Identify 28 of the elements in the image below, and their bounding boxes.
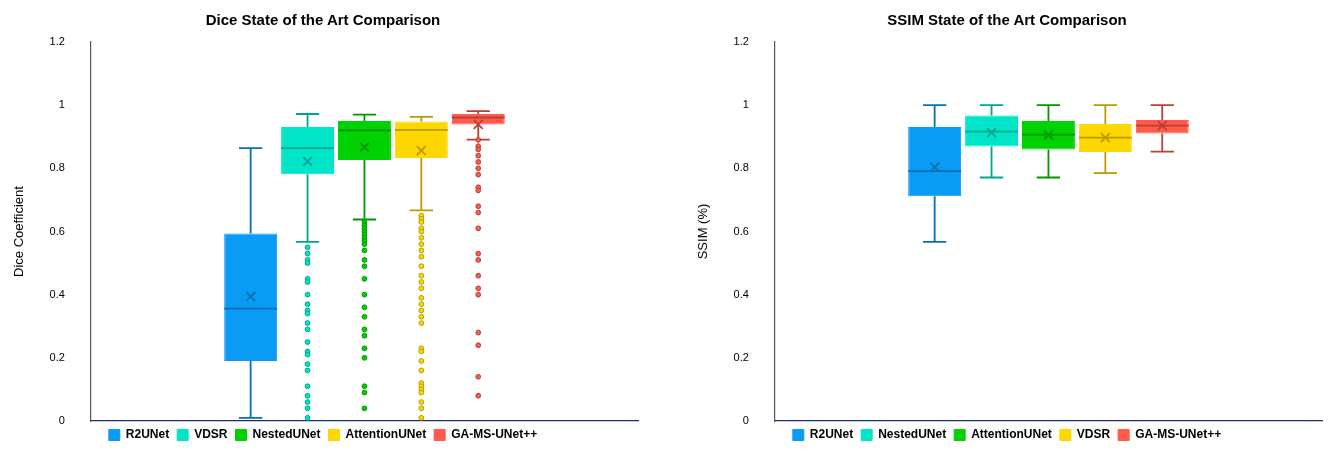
y-tick-label: 0.2 — [49, 350, 65, 363]
y-tick-label: 0.4 — [49, 287, 65, 300]
y-tick-label: 0.8 — [49, 161, 65, 174]
y-tick-label: 0 — [58, 414, 65, 427]
chart-title: Dice State of the Art Comparison — [205, 11, 441, 29]
y-tick-label: 0.8 — [733, 161, 749, 174]
legend-label: GA-MS-UNet++ — [1135, 427, 1222, 442]
legend-label: GA-MS-UNet++ — [451, 427, 538, 442]
y-tick-label: 0 — [742, 414, 749, 427]
y-tick-label: 0.6 — [49, 224, 65, 237]
y-tick-label: 0.6 — [733, 224, 749, 237]
y-tick-label: 1 — [58, 98, 65, 111]
legend-label: AttentionUNet — [971, 427, 1052, 442]
y-tick-label: 0.4 — [733, 287, 749, 300]
y-tick-label: 1.2 — [49, 35, 65, 48]
legend-label: VDSR — [194, 427, 228, 442]
chart-title: SSIM State of the Art Comparison — [887, 11, 1127, 29]
legend-label: R2UNet — [809, 427, 854, 442]
y-tick-label: 0.2 — [733, 350, 749, 363]
y-axis-title: Dice Coefficient — [11, 185, 27, 277]
legend-label: NestedUNet — [252, 427, 321, 442]
legend-label: VDSR — [1076, 427, 1111, 442]
y-tick-label: 1.2 — [733, 35, 749, 48]
y-axis-title: SSIM (%) — [695, 203, 711, 260]
legend-label: R2UNet — [125, 427, 170, 442]
legend-label: NestedUNet — [878, 427, 947, 442]
y-tick-label: 1 — [742, 98, 749, 111]
legend-label: AttentionUNet — [345, 427, 427, 442]
